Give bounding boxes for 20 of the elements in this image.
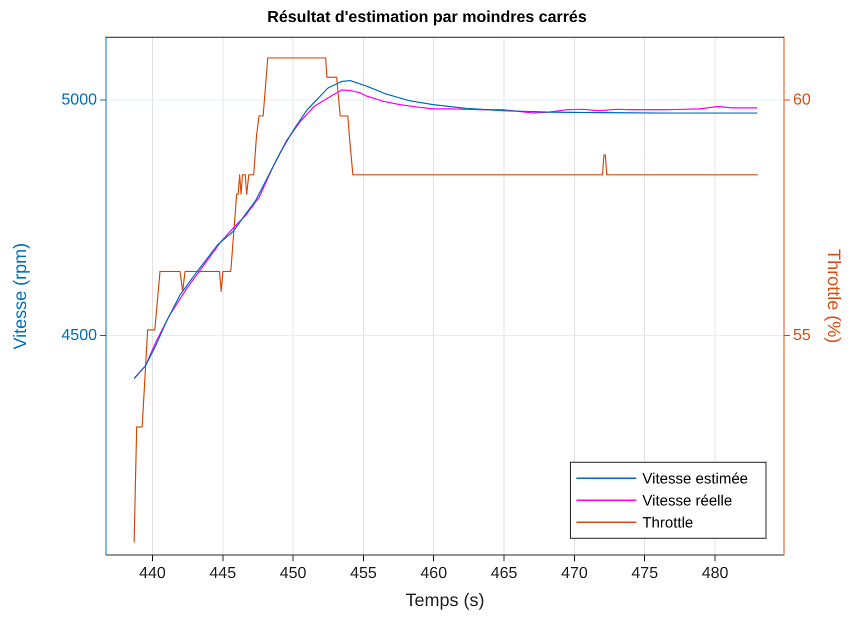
x-tick-label: 480 xyxy=(702,565,729,582)
legend-label: Vitesse réelle xyxy=(642,492,732,510)
x-tick-label: 465 xyxy=(490,565,518,582)
legend-label: Vitesse estimée xyxy=(642,470,748,488)
x-tick-label: 450 xyxy=(280,565,307,582)
legend-label: Throttle xyxy=(642,514,694,532)
x-axis-title: Temps (s) xyxy=(405,590,485,610)
x-tick-label: 445 xyxy=(209,565,236,582)
y2-axis-title: Throttle (%) xyxy=(824,249,844,344)
y2-tick-label: 60 xyxy=(793,91,811,108)
y-tick-label: 4500 xyxy=(61,326,98,344)
x-tick-label: 455 xyxy=(350,565,377,582)
y-axis-title: Vitesse (rpm) xyxy=(10,242,30,350)
y2-tick-label: 55 xyxy=(793,326,811,344)
chart-title: Résultat d'estimation par moindres carrés xyxy=(267,9,587,26)
x-tick-label: 460 xyxy=(420,565,448,582)
y-tick-label: 5000 xyxy=(61,91,98,108)
x-tick-label: 470 xyxy=(561,565,588,582)
x-tick-label: 440 xyxy=(139,565,166,582)
x-tick-label: 475 xyxy=(631,565,658,582)
